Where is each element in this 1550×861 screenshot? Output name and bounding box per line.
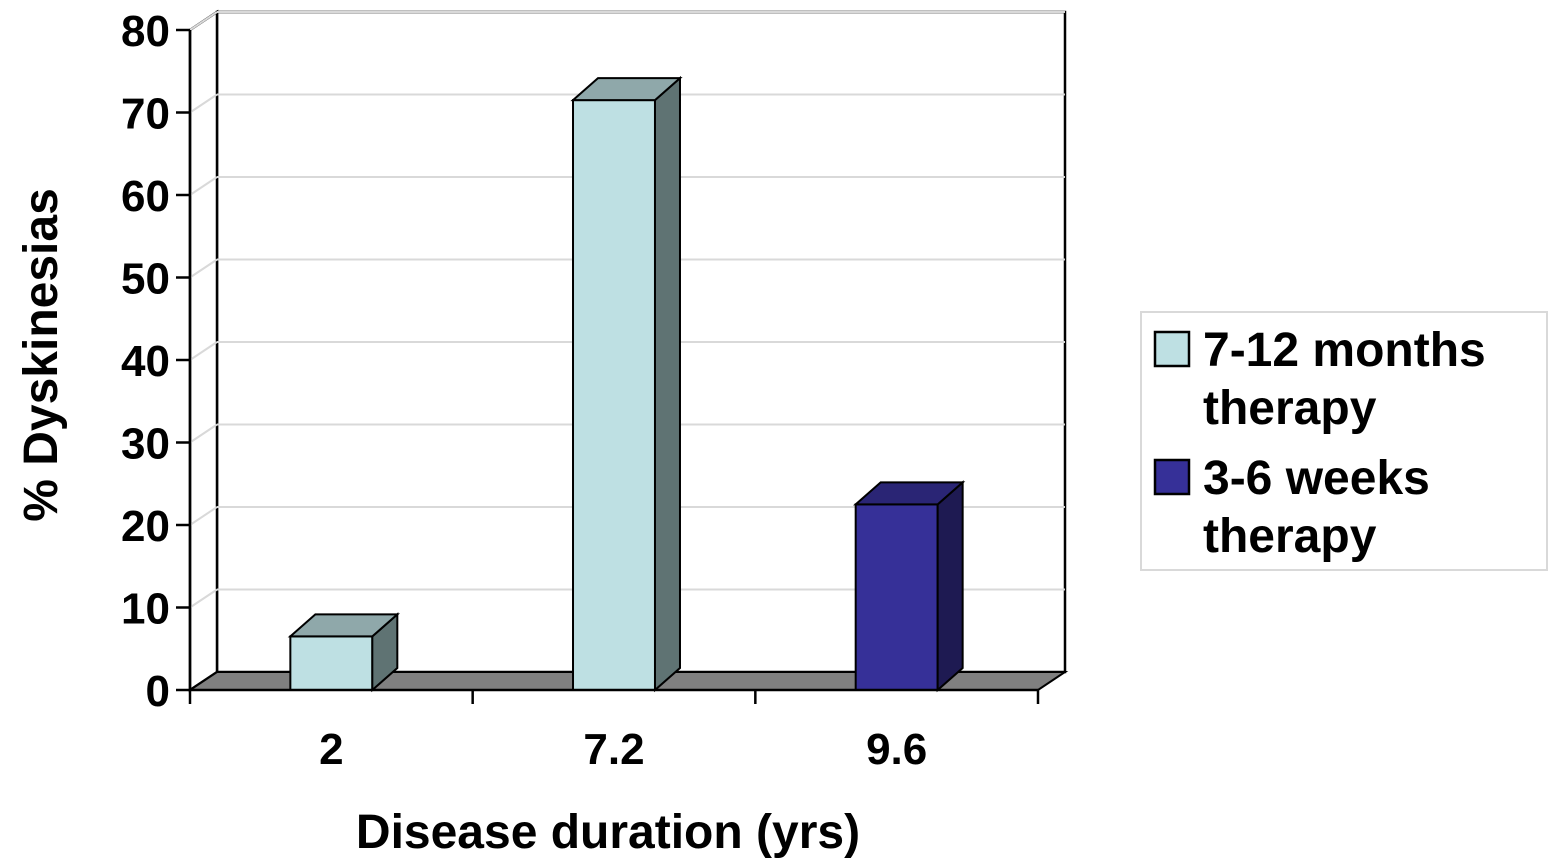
- x-axis: 2 7.2 9.6: [188, 688, 1040, 774]
- y-tick-label: 0: [146, 667, 170, 716]
- gridline-side: [189, 341, 218, 361]
- x-tick-label: 7.2: [583, 725, 644, 774]
- y-tick-label: 30: [121, 420, 170, 469]
- bar-front: [289, 635, 374, 691]
- bar-front: [572, 99, 656, 691]
- legend-label: 3-6 weeks: [1203, 452, 1430, 505]
- bar-side: [653, 75, 681, 693]
- gridline-side: [189, 93, 218, 114]
- y-tick-label: 80: [121, 7, 170, 56]
- bar-top: [287, 613, 400, 638]
- x-tick-label: 2: [319, 725, 343, 774]
- y-tick-label: 20: [121, 502, 170, 551]
- y-tick-label: 50: [121, 255, 170, 304]
- legend-label: 7-12 months: [1203, 324, 1486, 377]
- legend-label: therapy: [1203, 382, 1377, 435]
- gridline-side: [189, 258, 218, 279]
- y-tick-label: 60: [121, 172, 170, 221]
- bar-top: [853, 481, 966, 506]
- gridline-side: [189, 176, 218, 196]
- legend-label: therapy: [1203, 510, 1377, 563]
- gridline-side: [189, 423, 218, 444]
- y-tick-label: 70: [121, 90, 170, 139]
- x-tick-label: 9.6: [866, 725, 927, 774]
- gridline-side: [189, 506, 218, 526]
- bar-top: [570, 77, 683, 102]
- bar: [853, 480, 966, 693]
- y-tick-label: 40: [121, 337, 170, 386]
- bar-side: [936, 480, 964, 693]
- bar-front: [854, 503, 939, 691]
- y-axis: 0 10 20 30 40 50 60 70 80: [121, 7, 192, 716]
- bar: [287, 612, 400, 693]
- legend-swatch: [1153, 330, 1191, 368]
- bar: [570, 75, 683, 693]
- gridline-side: [189, 11, 218, 31]
- gridline-side: [189, 588, 218, 609]
- legend-box: [1140, 311, 1548, 571]
- y-tick-label: 10: [121, 585, 170, 634]
- y-axis-title: % Dyskinesias: [15, 188, 68, 522]
- legend-swatch: [1153, 458, 1191, 496]
- x-axis-title: Disease duration (yrs): [356, 806, 860, 859]
